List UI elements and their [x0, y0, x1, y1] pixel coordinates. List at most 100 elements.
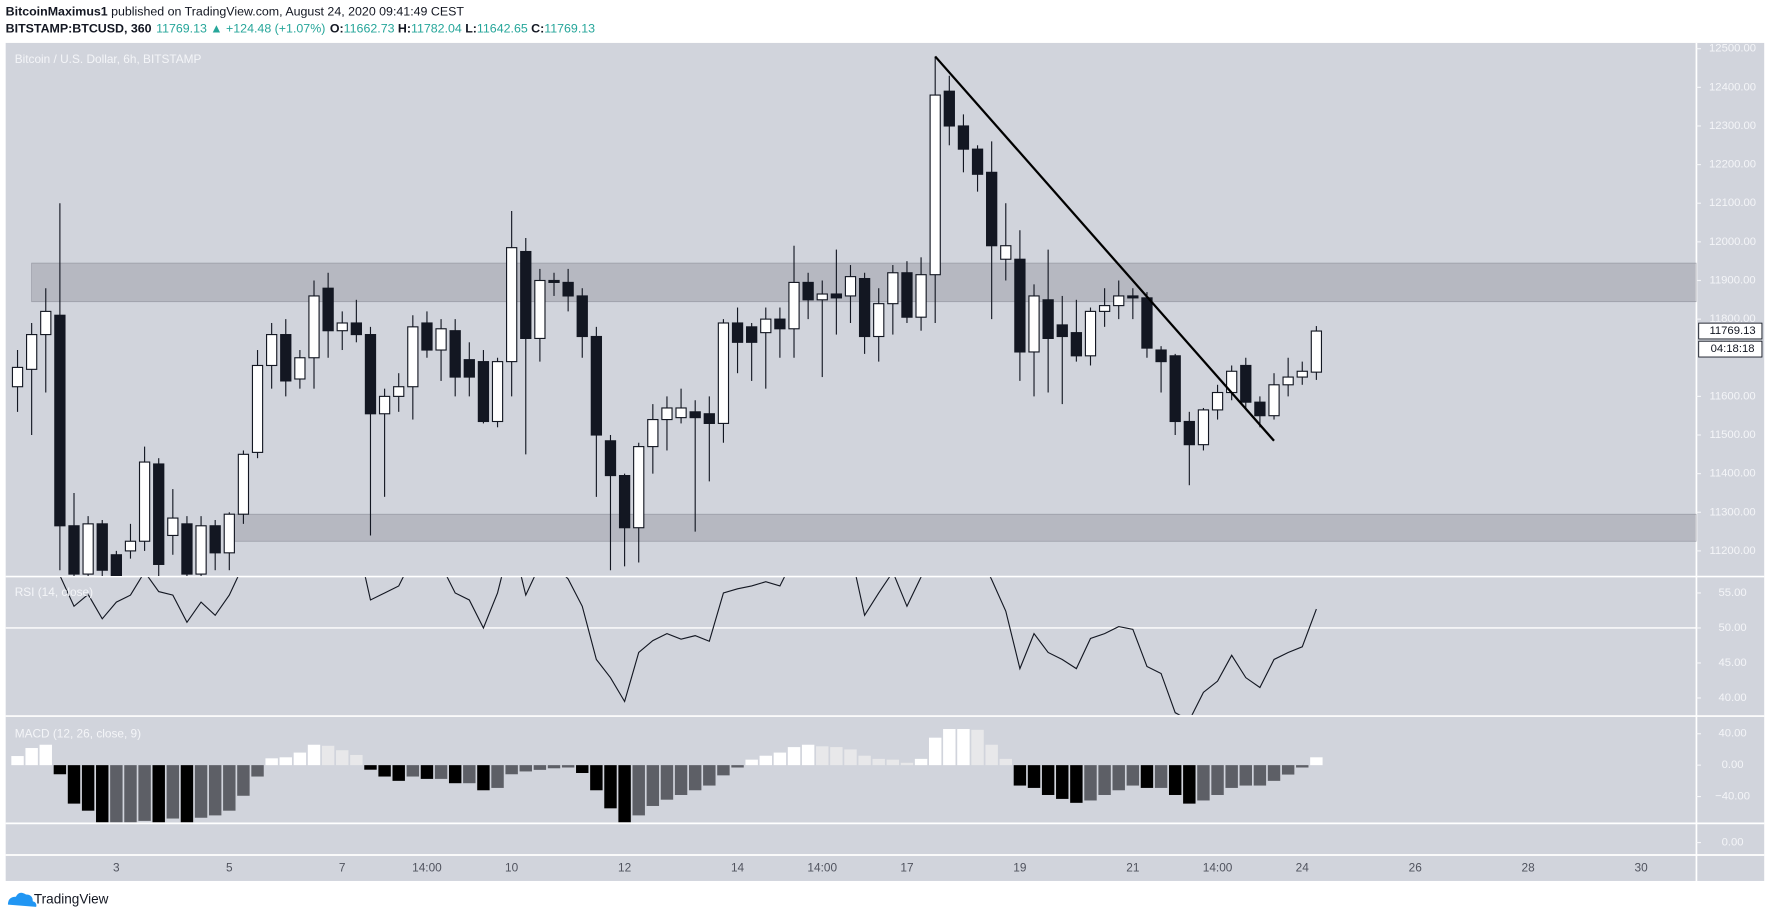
candle-body	[746, 326, 758, 343]
macd-bar	[39, 744, 52, 766]
candle-body	[873, 303, 885, 338]
candle-body	[520, 250, 532, 340]
candle-body	[1000, 245, 1012, 260]
pane	[5, 577, 1697, 715]
y-tick-label: 0.00	[1722, 759, 1744, 771]
macd-bar	[378, 765, 391, 777]
candle-body	[294, 357, 306, 380]
candle-body	[633, 446, 645, 529]
macd-bar	[576, 765, 589, 774]
macd-bar	[816, 746, 829, 766]
macd-bar	[773, 752, 787, 766]
candle-body	[943, 90, 955, 127]
macd-bar	[561, 765, 575, 768]
macd-bar	[533, 765, 547, 770]
macd-bar	[1211, 765, 1224, 795]
candle-body	[957, 125, 970, 150]
low-value: 11642.65	[477, 22, 528, 36]
macd-bar	[208, 765, 222, 816]
macd-bar	[1084, 765, 1097, 801]
candle-body	[378, 395, 391, 415]
y-tick-label: 11300.00	[1709, 506, 1755, 518]
candle-body	[1197, 409, 1210, 446]
candle-body	[788, 281, 800, 330]
macd-bar	[336, 750, 349, 766]
macd-bar	[1197, 765, 1210, 801]
trendline	[934, 55, 1275, 442]
candle-body	[167, 517, 179, 537]
macd-bar	[660, 765, 674, 800]
macd-bar	[434, 765, 448, 779]
pane	[11, 55, 1697, 577]
macd-bar	[731, 765, 744, 768]
candle-body	[576, 295, 588, 338]
macd-bar	[152, 765, 165, 823]
macd-bar	[180, 765, 194, 823]
candle-body	[534, 279, 546, 340]
macd-bar	[1041, 765, 1055, 795]
candle-body	[1014, 258, 1026, 353]
candle-body	[717, 322, 730, 424]
macd-bar	[999, 758, 1012, 766]
candle-body	[1183, 420, 1195, 446]
macd-bar	[900, 762, 914, 766]
macd-bar	[138, 765, 151, 821]
macd-bar	[81, 765, 95, 811]
candle-body	[590, 335, 603, 436]
candle-body	[96, 523, 108, 571]
pane	[11, 729, 1323, 823]
y-tick-label: 50.00	[1718, 622, 1746, 634]
logo-icon	[7, 892, 37, 907]
macd-bar	[1168, 765, 1182, 795]
macd-bar	[886, 759, 900, 766]
candle-body	[407, 326, 419, 388]
candle-body	[1084, 310, 1097, 357]
candle-body	[209, 525, 221, 554]
candle-body	[929, 94, 941, 276]
candle-body	[336, 322, 348, 332]
macd-bar	[985, 744, 998, 766]
candle-body	[971, 148, 984, 175]
macd-bar	[801, 744, 815, 766]
x-tick-label: 7	[339, 861, 346, 875]
macd-bar	[1098, 765, 1111, 795]
macd-bar	[11, 756, 24, 766]
macd-bar	[237, 765, 250, 796]
macd-bar	[844, 749, 857, 766]
candle-body	[774, 318, 786, 330]
change: ▲ +124.48 (+1.07%)	[210, 22, 325, 36]
macd-bar	[1239, 765, 1252, 786]
candle-body	[153, 463, 165, 565]
macd-bar	[914, 758, 928, 766]
candle-body	[1113, 295, 1125, 307]
candle-body	[506, 247, 518, 363]
y-tick-label: 11400.00	[1709, 468, 1755, 480]
x-tick-label: 14	[731, 861, 745, 875]
macd-bar	[420, 765, 434, 779]
macd-bar	[463, 765, 476, 784]
macd-bar	[632, 765, 645, 816]
candle-body	[82, 523, 94, 575]
y-tick-label: 12000.00	[1709, 236, 1756, 248]
support-resistance-zone	[228, 513, 1697, 542]
candle-body	[562, 281, 574, 297]
x-tick-label: 5	[226, 861, 233, 875]
y-tick-label: 11800.00	[1709, 313, 1755, 325]
candle-body	[1141, 297, 1153, 349]
candle-body	[435, 328, 447, 351]
candle-body	[1042, 299, 1054, 340]
candle-body	[26, 334, 38, 370]
y-tick-label: 45.00	[1718, 657, 1746, 669]
y-tick-label: 12300.00	[1709, 120, 1756, 132]
macd-bar	[110, 765, 123, 823]
macd-bar	[1267, 765, 1281, 781]
macd-bar	[590, 765, 603, 791]
candle-body	[1056, 324, 1068, 338]
candle-body	[986, 171, 998, 247]
candle-body	[223, 513, 235, 554]
candle-body	[124, 540, 137, 552]
x-tick-label: 24	[1296, 861, 1310, 875]
candle-body	[266, 334, 278, 367]
candle-body	[887, 272, 899, 305]
quote-line: BITSTAMP:BTCUSD, 360 11769.13 ▲ +124.48 (+…	[6, 22, 595, 36]
